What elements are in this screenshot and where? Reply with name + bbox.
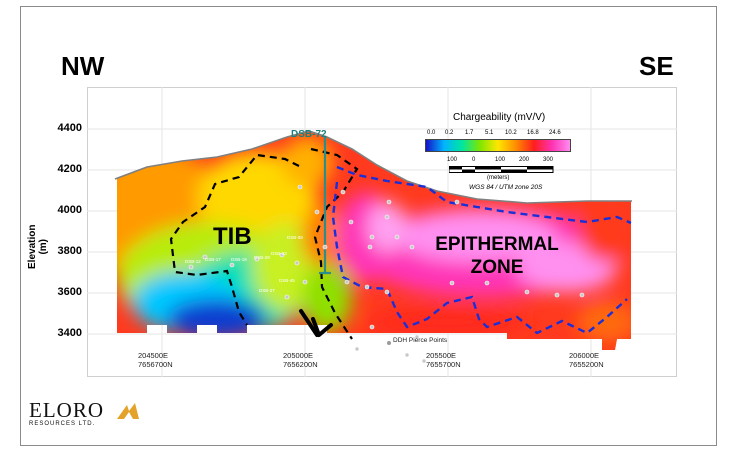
legend-tick: 5.1: [485, 130, 494, 136]
epithermal-boundary-top: [336, 165, 632, 225]
y-tick: 4200: [57, 163, 82, 175]
legend-title: Chargeability (mV/V): [453, 112, 546, 123]
hole-label: DSB-08: [287, 235, 303, 240]
legend-tick: 0.0: [427, 130, 436, 136]
x-coord-northing: 7655700N: [426, 360, 461, 369]
scale-tick: 200: [519, 157, 530, 163]
section-plot: [87, 87, 677, 377]
legend-tick: 10.2: [505, 130, 517, 136]
x-coord: 205500E 7655700N: [426, 351, 461, 369]
y-tick: 3400: [57, 327, 82, 339]
y-tick: 3600: [57, 286, 82, 298]
tib-zone-label: TIB: [213, 223, 252, 250]
x-coord: 206000E 7655200N: [569, 351, 604, 369]
pierce-point-symbol: [387, 341, 391, 345]
legend-tick: 0.2: [445, 130, 454, 136]
y-tick: 4000: [57, 204, 82, 216]
hole-label: DSB-12: [185, 259, 201, 264]
x-coord-easting: 206000E: [569, 351, 600, 360]
topography-line: [114, 130, 632, 204]
x-coord: 204500E 7656700N: [138, 351, 173, 369]
scale-unit: (meters): [487, 175, 510, 181]
arrow-shaft-icon: [299, 309, 319, 337]
scale-tick: 100: [495, 157, 506, 163]
hole-label: DSB-18: [231, 257, 247, 262]
hole-label: DSB-23: [271, 251, 287, 256]
epithermal-zone-label-line1: EPITHERMAL: [435, 234, 559, 255]
hole-label: DSB-29: [254, 255, 270, 260]
company-logo: ELORO RESOURCES LTD.: [29, 398, 139, 427]
logo-name: ELORO: [29, 398, 104, 422]
plot-frame: [87, 87, 677, 377]
se-label: SE: [639, 51, 674, 81]
pierce-points-label: DDH Pierce Points: [393, 337, 448, 344]
y-tick: 4400: [57, 122, 82, 134]
y-tick: 3800: [57, 245, 82, 257]
epithermal-boundary-bottom: [331, 181, 628, 335]
drillhole-label: DSB-72: [291, 129, 327, 140]
crs-label: WGS 84 / UTM zone 20S: [469, 184, 543, 191]
legend-tick: 24.6: [549, 130, 561, 136]
y-axis-label-line1: Elevation: [27, 224, 38, 269]
x-coord-northing: 7656200N: [283, 360, 318, 369]
hole-label: DSB-17: [205, 257, 221, 262]
tib-boundary-east: [310, 147, 359, 340]
scale-bar: [449, 166, 554, 173]
scale-tick: 300: [543, 157, 554, 163]
pierce-points: [188, 184, 585, 364]
hole-label: DSB-27: [259, 288, 275, 293]
hole-label: DSB-45: [279, 278, 295, 283]
legend-color-bar: [425, 139, 571, 152]
legend-tick: 1.7: [465, 130, 474, 136]
tib-boundary: [169, 153, 300, 326]
legend-tick: 16.8: [527, 130, 539, 136]
x-coord-easting: 204500E: [138, 351, 169, 360]
epithermal-zone-label: EPITHERMAL ZONE: [417, 233, 577, 279]
x-coord: 205000E 7656200N: [283, 351, 318, 369]
x-coord-easting: 205000E: [283, 351, 314, 360]
epithermal-zone-label-line2: ZONE: [470, 257, 524, 278]
y-axis-label: Elevation (m): [27, 225, 49, 269]
x-coord-northing: 7655200N: [569, 360, 604, 369]
nw-label: NW: [61, 51, 105, 81]
scale-tick: 0: [472, 157, 476, 163]
scale-tick: 100: [447, 157, 458, 163]
slide-frame: NW SE Elevation (m) 4400 4200 4000 3800 …: [20, 6, 717, 446]
x-coord-easting: 205500E: [426, 351, 457, 360]
logo-mark-icon: [117, 403, 139, 419]
x-coord-northing: 7656700N: [138, 360, 173, 369]
logo-subtitle: RESOURCES LTD.: [29, 421, 96, 427]
